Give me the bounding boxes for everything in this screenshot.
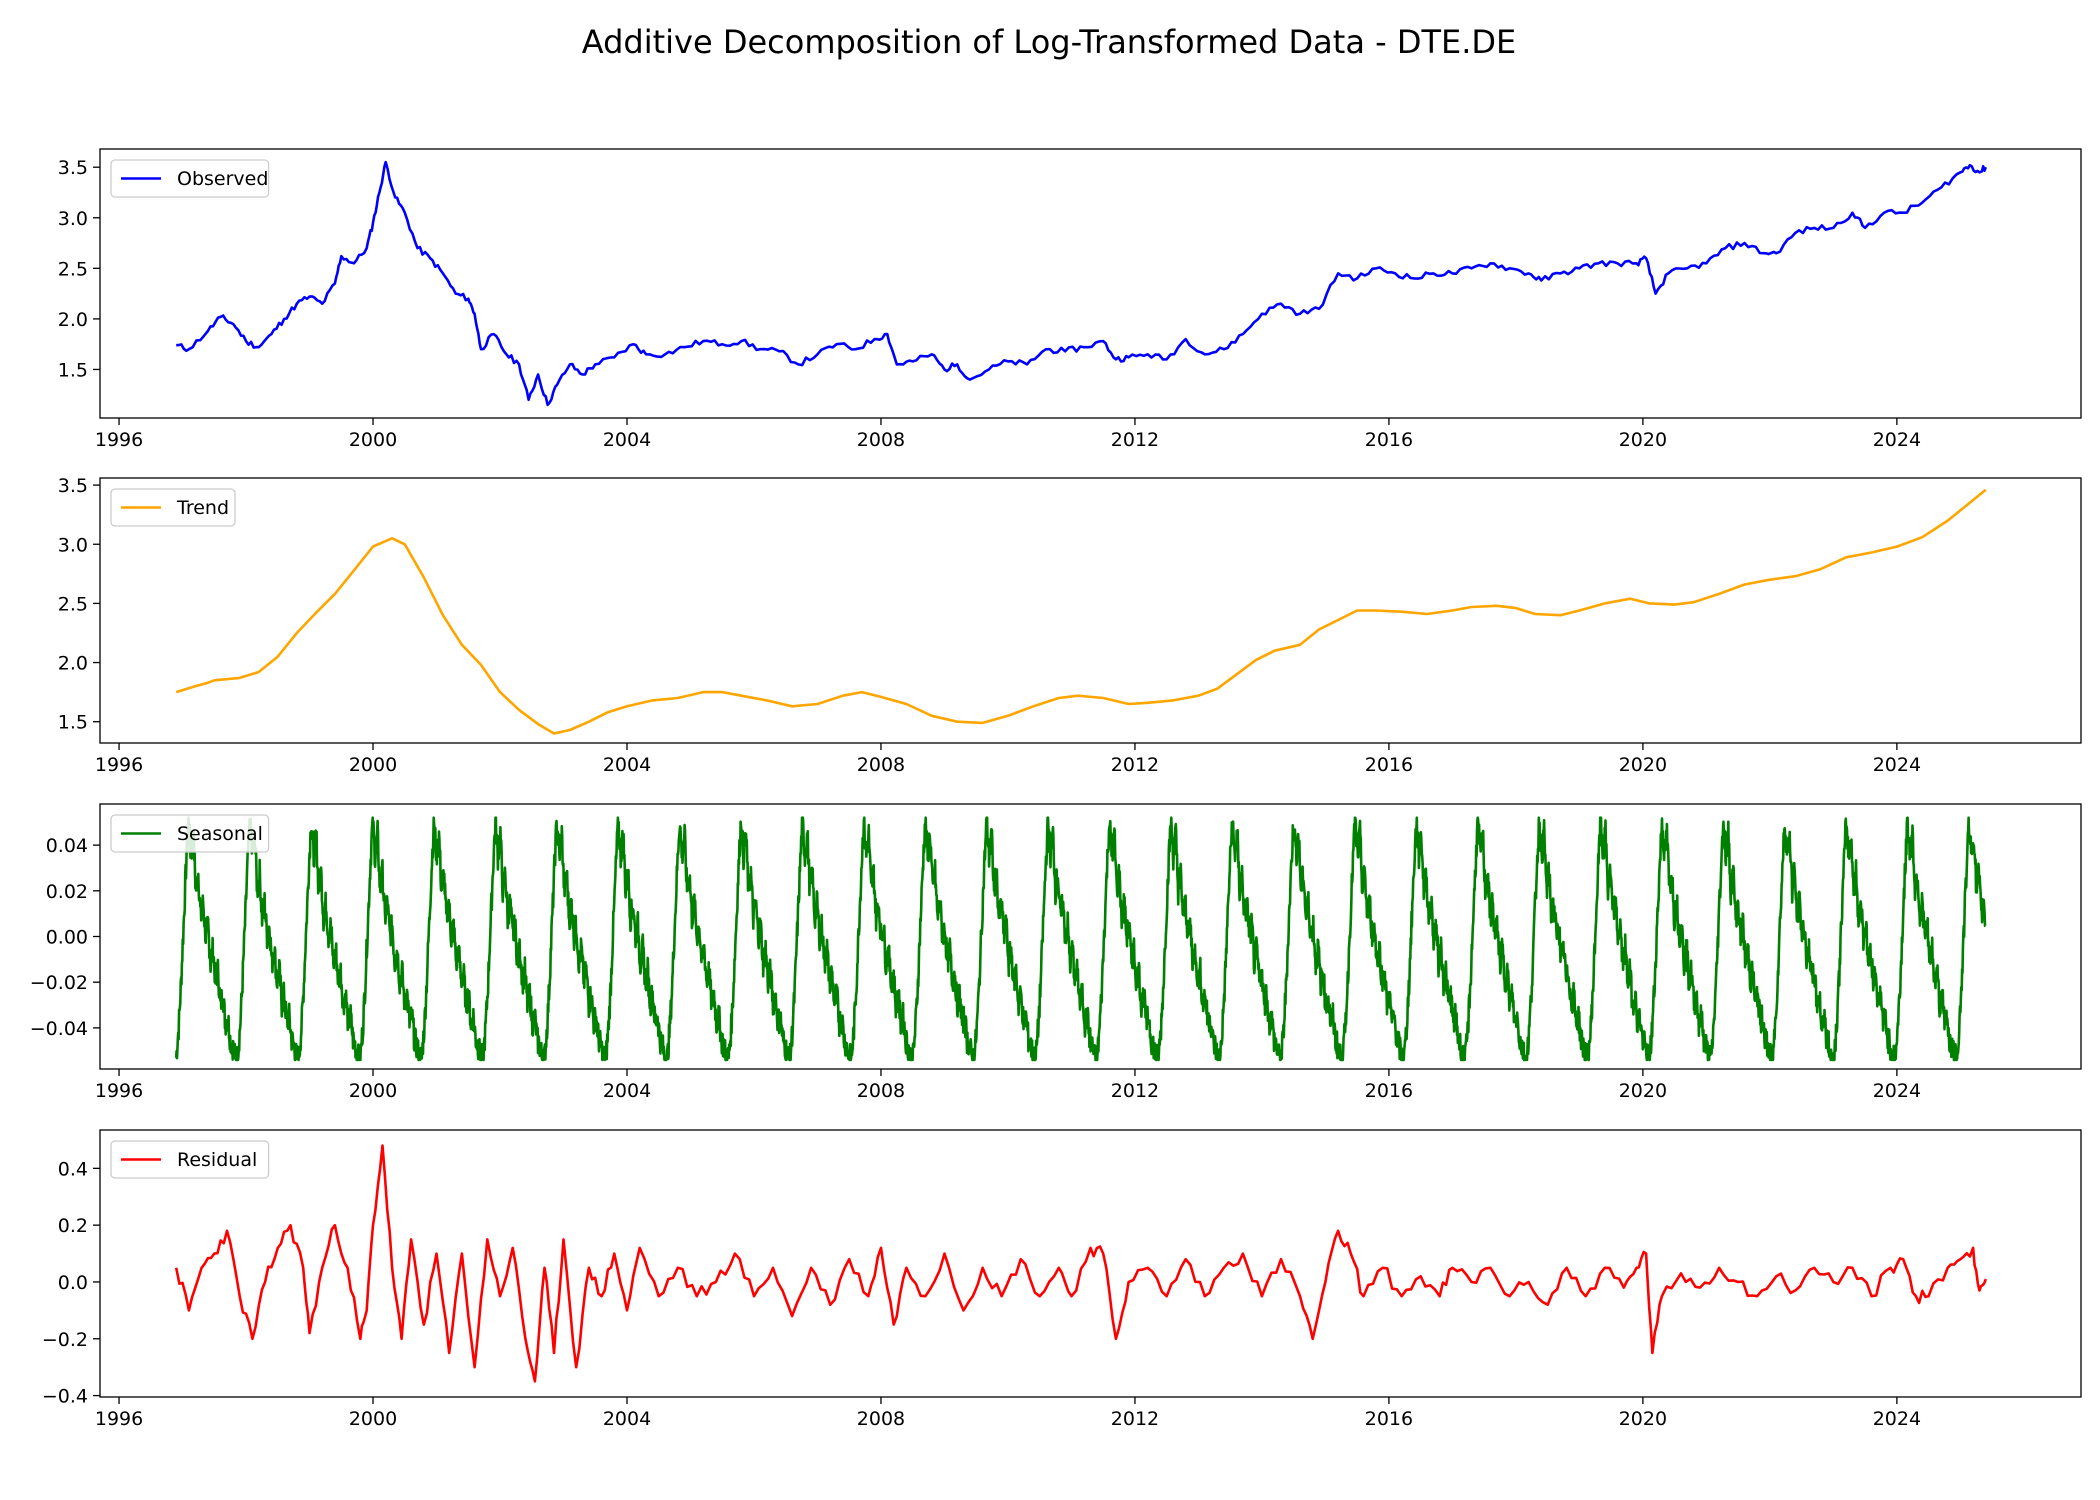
legend-label-observed: Observed — [177, 168, 268, 190]
y-tick-label: 0.2 — [58, 1215, 88, 1237]
y-tick-label: 0.4 — [58, 1158, 88, 1180]
x-tick-label: 2000 — [349, 1408, 397, 1430]
legend-label-residual: Residual — [177, 1149, 257, 1171]
x-tick-label: 1996 — [95, 754, 143, 776]
y-tick-label: −0.02 — [30, 972, 88, 994]
legend: Seasonal — [110, 814, 270, 853]
x-tick-label: 2012 — [1111, 429, 1159, 451]
x-tick-label: 1996 — [95, 1408, 143, 1430]
y-tick-label: 0.00 — [46, 927, 88, 949]
series-line-residual — [174, 1144, 1988, 1383]
y-tick-label: 0.04 — [46, 835, 88, 857]
x-tick-label: 2020 — [1619, 1408, 1667, 1430]
y-tick-label: −0.4 — [42, 1386, 88, 1408]
y-tick-label: 2.0 — [58, 309, 88, 331]
y-tick-label: 3.0 — [58, 208, 88, 230]
y-tick-label: 2.5 — [58, 258, 88, 280]
y-tick-label: 2.5 — [58, 593, 88, 615]
x-tick-label: 2024 — [1873, 1408, 1921, 1430]
legend: Residual — [110, 1140, 270, 1179]
x-tick-label: 2020 — [1619, 1080, 1667, 1102]
series-line-seasonal — [174, 816, 1987, 1062]
x-tick-label: 2024 — [1873, 754, 1921, 776]
y-tick-label: 2.0 — [58, 653, 88, 675]
panel-seasonal: 1996 2000 2004 2008 2012 2016 2020 2024 0.04 0.02… — [30, 803, 2082, 1102]
x-tick-label: 2016 — [1365, 1408, 1413, 1430]
y-tick-label: 1.5 — [58, 712, 88, 734]
x-tick-label: 2016 — [1365, 1080, 1413, 1102]
panel-residual: 1996 2000 2004 2008 2012 2016 2020 2024 0.4 0.2 0.… — [42, 1129, 2082, 1430]
axes-frame — [99, 477, 2082, 744]
x-tick-label: 2004 — [603, 1080, 651, 1102]
x-tick-label: 2012 — [1111, 1408, 1159, 1430]
y-tick-label: −0.2 — [42, 1329, 88, 1351]
x-tick-label: 2008 — [857, 1408, 905, 1430]
x-tick-label: 2004 — [603, 754, 651, 776]
x-tick-label: 2012 — [1111, 1080, 1159, 1102]
legend-label-seasonal: Seasonal — [177, 823, 263, 845]
x-tick-label: 2024 — [1873, 1080, 1921, 1102]
x-tick-label: 2008 — [857, 429, 905, 451]
legend-box — [110, 488, 236, 527]
x-tick-label: 2016 — [1365, 429, 1413, 451]
axes-frame — [99, 1129, 2082, 1398]
figure-title: Additive Decomposition of Log-Transforme… — [582, 23, 1517, 61]
y-tick-label: 0.02 — [46, 881, 88, 903]
legend: Observed — [110, 159, 270, 198]
x-tick-label: 2000 — [349, 429, 397, 451]
series-line-trend — [175, 488, 1987, 735]
legend-label-trend: Trend — [176, 497, 229, 519]
y-tick-label: 1.5 — [58, 359, 88, 381]
x-tick-label: 2008 — [857, 754, 905, 776]
legend-box — [110, 159, 270, 198]
panel-trend: 1996 2000 2004 2008 2012 2016 2020 2024 1.5 2.0 2.… — [58, 475, 2082, 776]
x-tick-label: 2004 — [603, 429, 651, 451]
legend: Trend — [110, 488, 236, 527]
y-tick-label: 3.0 — [58, 534, 88, 556]
x-tick-label: 1996 — [95, 1080, 143, 1102]
x-tick-label: 2020 — [1619, 754, 1667, 776]
legend-box — [110, 814, 270, 853]
x-tick-label: 2008 — [857, 1080, 905, 1102]
x-tick-label: 2000 — [349, 1080, 397, 1102]
y-tick-label: 3.5 — [58, 475, 88, 497]
x-tick-label: 2012 — [1111, 754, 1159, 776]
x-tick-label: 2004 — [603, 1408, 651, 1430]
panel-observed: 1996 2000 2004 2008 2012 2016 2020 2024 1.5 2.0 2.… — [58, 148, 2082, 451]
x-tick-label: 1996 — [95, 429, 143, 451]
y-tick-label: 0.0 — [58, 1272, 88, 1294]
legend-box — [110, 1140, 270, 1179]
x-tick-label: 2020 — [1619, 429, 1667, 451]
x-tick-label: 2024 — [1873, 429, 1921, 451]
x-tick-label: 2016 — [1365, 754, 1413, 776]
x-tick-label: 2000 — [349, 754, 397, 776]
series-line-observed — [176, 160, 1988, 407]
axes-frame — [99, 148, 2082, 419]
y-tick-label: 3.5 — [58, 157, 88, 179]
y-tick-label: −0.04 — [30, 1018, 88, 1040]
